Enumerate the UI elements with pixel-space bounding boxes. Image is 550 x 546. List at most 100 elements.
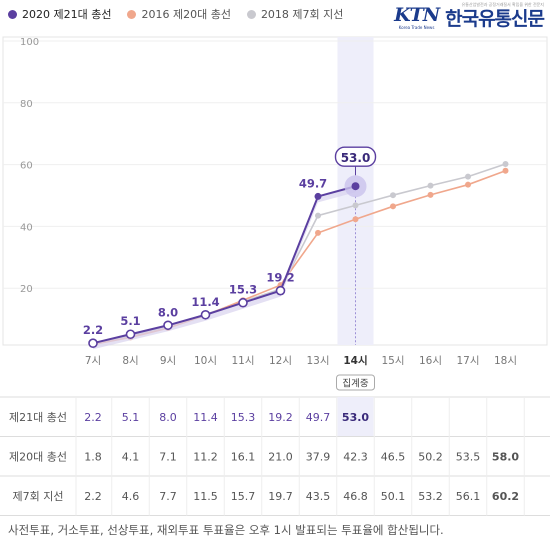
data-label: 15.3 (229, 283, 257, 297)
x-tick-label: 14시 (343, 355, 367, 367)
table-cell: 15.3 (231, 411, 256, 424)
legend-dot-2020 (8, 9, 17, 19)
data-label: 49.7 (299, 176, 327, 190)
table-cell: 49.7 (306, 411, 331, 424)
table-cell: 53.0 (342, 411, 369, 424)
table-cell: 21.0 (268, 450, 293, 463)
legend-item-2016[interactable]: 2016 제20대 총선 (127, 6, 231, 22)
x-tick-label: 18시 (494, 355, 517, 367)
footnote: 사전투표, 거소투표, 선상투표, 재외투표 투표율은 오후 1시 발표되는 투… (8, 523, 444, 537)
series-point (465, 181, 471, 188)
x-tick-label: 16시 (419, 355, 442, 367)
table-cell: 19.7 (268, 490, 293, 503)
x-tick-label: 10시 (194, 355, 217, 367)
x-tick-label: 9시 (160, 355, 176, 367)
table-cell: 5.1 (122, 411, 140, 424)
series-point (427, 191, 434, 198)
table-cell: 15.7 (231, 490, 256, 503)
table-cell: 60.2 (492, 490, 519, 503)
publisher-name: 한국유통신문 (445, 8, 545, 30)
legend-item-2018[interactable]: 2018 제7회 지선 (246, 6, 344, 22)
table-cell: 53.5 (456, 450, 481, 463)
series-point (238, 297, 248, 308)
x-tick-label: 7시 (85, 355, 101, 367)
publisher-tagline: 유통산업발전과 공정거래질서 확립을 위한 전문지 (461, 2, 544, 7)
x-tick-label: 13시 (306, 355, 329, 367)
series-point (88, 338, 98, 349)
data-label: 8.0 (158, 305, 178, 319)
x-tick-label: 17시 (456, 355, 479, 367)
legend-item-2020[interactable]: 2020 제21대 총선 (8, 6, 111, 22)
data-label: 19.2 (266, 271, 294, 285)
series-point (502, 160, 509, 167)
table-cell: 46.8 (343, 490, 368, 503)
table-cell: 4.6 (122, 490, 140, 503)
series-point (125, 329, 136, 340)
table-cell: 4.1 (122, 450, 140, 463)
ktn-logo: KTN Korea Trade News (394, 3, 440, 30)
table-row-label: 제7회 지선 (13, 490, 64, 503)
table-cell: 11.2 (193, 450, 218, 463)
table-cell: 56.1 (456, 490, 481, 503)
table-cell: 2.2 (84, 411, 102, 424)
legend-dot-2018 (246, 9, 256, 19)
table-cell: 58.0 (492, 450, 519, 463)
y-tick-label: 20 (20, 284, 33, 295)
series-point (502, 167, 509, 174)
series-point (390, 192, 396, 199)
series-point (465, 173, 471, 180)
data-label: 2.2 (83, 323, 103, 337)
y-tick-label: 100 (20, 37, 39, 48)
legend-dot-2016 (127, 9, 137, 19)
table-cell: 8.0 (159, 411, 177, 424)
table-cell: 7.1 (159, 450, 177, 463)
table-cell: 11.5 (193, 490, 218, 503)
series-point (315, 212, 321, 219)
table-cell: 2.2 (84, 490, 102, 503)
series-point (390, 203, 396, 210)
ktn-logo-text: KTN (394, 3, 440, 26)
counting-badge-label: 집계중 (342, 378, 368, 390)
legend-label-2016: 2016 제20대 총선 (141, 8, 231, 21)
table-row-label: 제20대 총선 (9, 450, 67, 463)
table-row-label: 제21대 총선 (9, 411, 67, 424)
y-tick-label: 40 (20, 222, 33, 233)
table-highlight-cell (337, 397, 374, 437)
table-cell: 37.9 (306, 450, 331, 463)
table-cell: 16.1 (231, 450, 256, 463)
brand-logo: KTN Korea Trade News 한국유통신문 유통산업발전과 공정거래… (394, 2, 545, 31)
x-tick-label: 11시 (231, 355, 254, 367)
current-value-label: 53.0 (341, 151, 371, 165)
series-point (200, 309, 211, 320)
series-line-제21대 총선 (92, 185, 356, 345)
table-cell: 11.4 (193, 411, 218, 424)
series-point (352, 202, 359, 209)
data-label: 5.1 (120, 314, 140, 328)
ktn-logo-sub: Korea Trade News (398, 24, 435, 30)
table-cell: 7.7 (159, 490, 177, 503)
table-cell: 1.8 (84, 450, 102, 463)
series-point (352, 216, 359, 223)
x-tick-label: 15시 (381, 355, 404, 367)
table-cell: 43.5 (306, 490, 331, 503)
series-point (351, 182, 360, 191)
y-tick-label: 60 (20, 161, 33, 172)
table-cell: 46.5 (381, 450, 406, 463)
plot-area (2, 36, 548, 346)
table-cell: 50.2 (418, 450, 443, 463)
legend-label-2020: 2020 제21대 총선 (22, 8, 112, 21)
table-cell: 53.2 (418, 490, 443, 503)
series-point (314, 192, 322, 200)
series-point (315, 229, 321, 236)
x-tick-label: 8시 (122, 355, 138, 367)
y-tick-label: 80 (20, 99, 33, 110)
series-point (163, 320, 173, 331)
chart-legend: 2020 제21대 총선 2016 제20대 총선 2018 제7회 지선 (8, 6, 343, 22)
counting-badge (336, 374, 375, 391)
legend-label-2018: 2018 제7회 지선 (260, 8, 344, 21)
table-cell: 42.3 (343, 450, 368, 463)
series-point (427, 182, 434, 189)
x-tick-label: 12시 (269, 355, 292, 367)
series-point (275, 285, 286, 296)
